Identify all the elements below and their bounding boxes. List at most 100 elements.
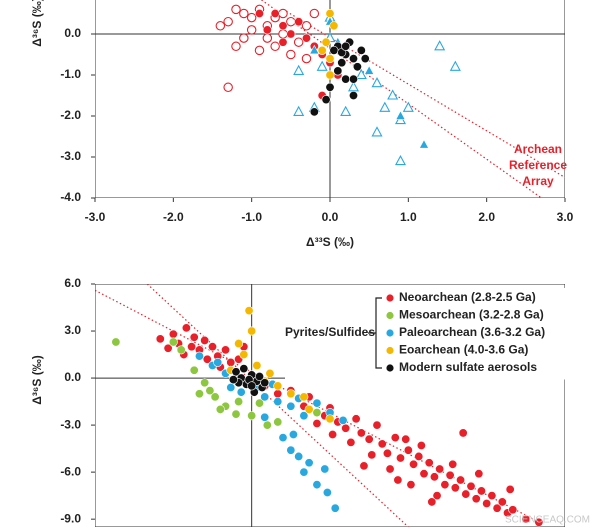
point: [403, 445, 413, 455]
point: [304, 458, 314, 468]
point: [448, 459, 458, 469]
point: [226, 382, 236, 392]
point: [293, 105, 305, 116]
point: [309, 44, 320, 55]
point: [474, 469, 484, 479]
point: [325, 414, 335, 424]
y-tick-label: -2.0: [60, 108, 81, 122]
point: [401, 434, 411, 444]
point: [312, 419, 322, 429]
point: [231, 4, 241, 15]
point: [352, 62, 362, 72]
point: [372, 420, 382, 430]
point: [390, 433, 400, 443]
point: [414, 451, 424, 461]
point: [360, 54, 370, 64]
y-tick-label: -4.0: [60, 190, 81, 204]
point: [521, 514, 531, 524]
point: [231, 41, 241, 52]
point: [341, 74, 351, 84]
point: [273, 389, 283, 399]
y-tick-label: 6.0: [64, 276, 81, 290]
point: [312, 480, 322, 490]
legend-bracket: [368, 297, 382, 369]
point: [347, 81, 360, 92]
point: [340, 105, 352, 116]
y-tick-label: -3.0: [60, 149, 81, 163]
point: [260, 392, 270, 402]
point: [255, 371, 265, 381]
x-tick-label: 3.0: [557, 210, 574, 224]
point: [492, 503, 502, 513]
point: [471, 494, 481, 504]
point: [168, 329, 178, 339]
point: [194, 351, 204, 361]
point: [221, 345, 231, 355]
annotation: Archean: [514, 142, 562, 156]
point: [325, 82, 335, 92]
point: [262, 420, 272, 430]
point: [393, 475, 403, 485]
point: [317, 45, 327, 55]
y-axis-title: Δ³⁶S (‰): [30, 355, 44, 404]
point: [293, 37, 304, 47]
point: [286, 401, 296, 411]
point: [255, 398, 265, 408]
point: [294, 451, 304, 461]
point: [371, 77, 383, 88]
point: [278, 433, 288, 443]
point: [505, 484, 515, 494]
point: [406, 480, 416, 490]
point: [367, 450, 377, 460]
legend-background: [285, 288, 565, 380]
point: [301, 21, 312, 31]
point: [270, 9, 280, 18]
y-tick-label: -1.0: [60, 67, 81, 81]
y-axis-title: Δ³⁶S (‰): [30, 0, 44, 47]
point: [333, 66, 343, 76]
point: [247, 381, 257, 391]
point: [215, 21, 226, 31]
point: [395, 453, 405, 463]
point: [301, 53, 312, 64]
x-tick-label: 2.0: [478, 210, 495, 224]
point: [286, 49, 296, 60]
x-tick-label: -3.0: [85, 210, 106, 224]
legend-title: Pyrites/Sulfides: [285, 325, 375, 339]
point: [321, 95, 331, 105]
point: [321, 37, 331, 47]
point: [379, 101, 391, 112]
point: [427, 497, 437, 507]
point: [445, 470, 455, 480]
y-tick-label: -6.0: [60, 464, 81, 478]
y-tick-label: 3.0: [64, 323, 81, 337]
point: [329, 21, 339, 31]
point: [246, 12, 257, 23]
watermark: SCIENCEAQ.COM: [505, 515, 590, 526]
plot-area: [95, 284, 565, 527]
point: [247, 326, 257, 336]
point: [351, 414, 361, 424]
point: [312, 398, 322, 408]
point: [223, 82, 233, 93]
point: [346, 437, 356, 447]
point: [299, 411, 309, 421]
point: [255, 9, 265, 18]
reference-line: [282, 8, 565, 179]
point: [299, 392, 309, 402]
point: [476, 486, 486, 496]
point: [337, 58, 347, 68]
point: [359, 461, 369, 471]
point: [394, 154, 407, 166]
point: [316, 60, 328, 71]
point: [210, 392, 220, 402]
point: [482, 498, 492, 508]
point: [382, 448, 392, 458]
point: [239, 33, 249, 43]
y-tick-label: -3.0: [60, 417, 81, 431]
point: [309, 107, 319, 117]
point: [293, 64, 305, 75]
point: [208, 342, 218, 352]
point: [440, 480, 450, 490]
